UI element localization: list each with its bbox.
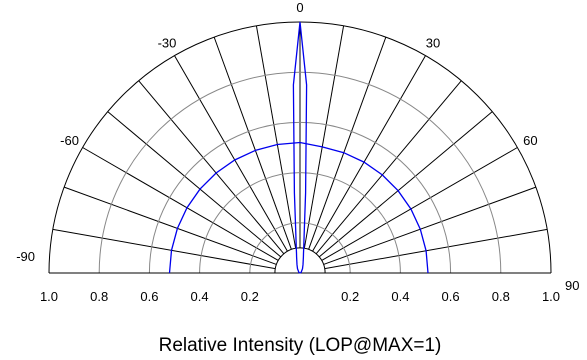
series-line-2 xyxy=(292,21,308,274)
angle-tick-label: -30 xyxy=(158,36,177,51)
grid-spoke xyxy=(107,111,282,258)
grid-spoke xyxy=(318,111,493,258)
grid-spoke xyxy=(324,228,548,270)
angle-tick-label: -90 xyxy=(16,249,35,264)
grid-arc xyxy=(249,222,351,274)
grid-arc xyxy=(199,172,401,274)
angle-tick-label: 60 xyxy=(523,133,537,148)
angle-tick-label: 0 xyxy=(296,0,303,15)
grid-spoke xyxy=(82,147,279,261)
radial-tick-label-left: 0.6 xyxy=(140,289,158,304)
grid-spoke xyxy=(52,228,276,270)
intensity-curves xyxy=(168,21,429,274)
angle-tick-label: 90 xyxy=(565,278,579,293)
grid-arc xyxy=(148,121,452,274)
tick-labels: -90 -60 -30 0 30 60 90 0.2 0.2 0.4 0.4 0.6 0.6 0.8 0.8… xyxy=(16,0,579,304)
radial-tick-label-right: 0.2 xyxy=(341,289,359,304)
radial-tick-label-right: 0.4 xyxy=(391,289,409,304)
radial-tick-label-left: 0.8 xyxy=(90,289,108,304)
grid-spoke xyxy=(321,147,518,261)
grid-spoke xyxy=(308,36,387,250)
grid-spoke xyxy=(323,186,537,265)
grid-spoke xyxy=(138,80,285,255)
grid-arc xyxy=(98,71,502,274)
radial-tick-label-left: 0.2 xyxy=(241,289,259,304)
angle-tick-label: 30 xyxy=(426,36,440,51)
grid-spoke xyxy=(255,25,297,249)
grid-spoke xyxy=(312,55,426,252)
radial-tick-label-right: 1.0 xyxy=(542,289,560,304)
series-line-1 xyxy=(168,141,429,274)
angle-tick-label: -60 xyxy=(60,133,79,148)
radial-tick-label-right: 0.6 xyxy=(442,289,460,304)
grid-hub-arc xyxy=(274,247,326,274)
polar-grid xyxy=(48,21,552,274)
x-axis-label: Relative Intensity (LOP@MAX=1) xyxy=(159,335,442,356)
grid-spoke xyxy=(174,55,288,252)
radial-tick-label-right: 0.8 xyxy=(492,289,510,304)
grid-spoke xyxy=(213,36,292,250)
radial-tick-label-left: 0.4 xyxy=(191,289,209,304)
grid-spoke xyxy=(315,80,462,255)
radial-tick-label-left: 1.0 xyxy=(40,289,58,304)
grid-spoke xyxy=(63,186,277,265)
grid-spoke xyxy=(303,25,345,249)
